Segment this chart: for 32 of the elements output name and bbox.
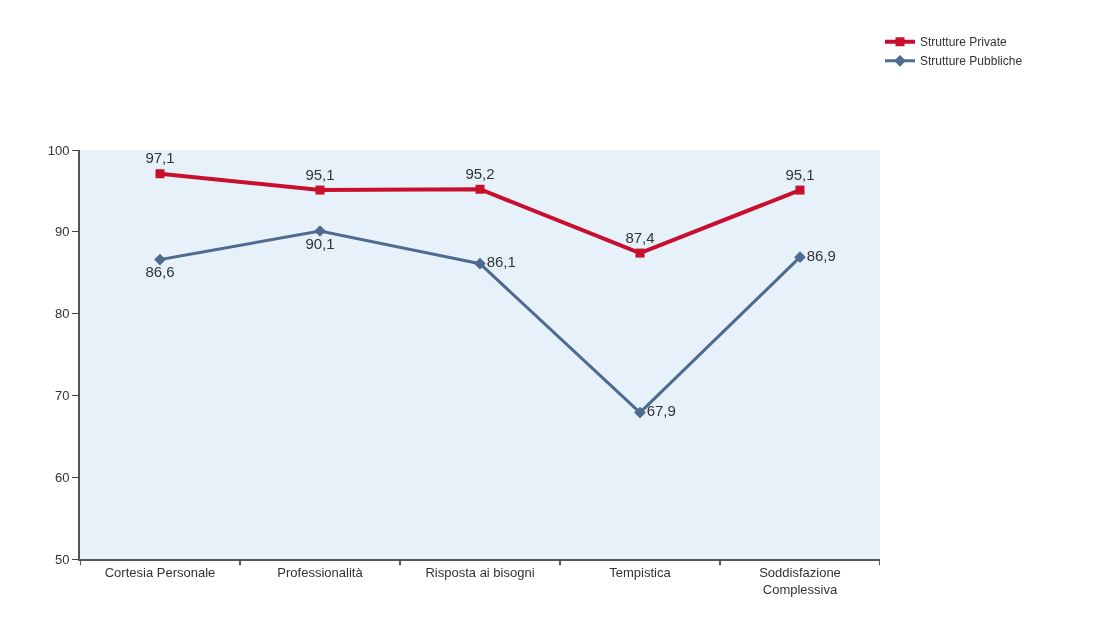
data-label: 95,2	[465, 164, 495, 182]
data-label: 86,6	[145, 263, 175, 281]
point	[634, 406, 646, 419]
y-tick-label: 60	[54, 469, 70, 485]
x-tick-label: Soddisfazione Complessiva	[759, 564, 841, 597]
point	[474, 257, 486, 270]
point	[794, 251, 806, 264]
y-tick-label: 80	[54, 306, 70, 322]
legend-label: Strutture Pubbliche	[920, 54, 1023, 69]
data-label: 86,1	[486, 253, 516, 271]
point	[154, 253, 166, 266]
x-tick-label: Cortesia Personale	[104, 564, 216, 580]
data-label: 90,1	[305, 234, 335, 252]
data-label: 97,1	[145, 149, 175, 167]
point	[795, 185, 805, 195]
data-label: 67,9	[646, 402, 676, 420]
y-tick-label: 90	[54, 224, 70, 240]
data-label: 95,1	[785, 165, 815, 183]
data-label: 86,9	[806, 246, 836, 264]
y-tick-label: 100	[47, 142, 70, 158]
x-tick-label: Risposta ai bisogni	[425, 564, 535, 580]
point	[155, 169, 165, 179]
y-tick-label: 70	[54, 387, 70, 403]
y-tick-label: 50	[54, 551, 70, 567]
data-label: 95,1	[305, 165, 335, 183]
x-tick-label: Tempistica	[609, 564, 672, 580]
legend-label: Strutture Private	[920, 35, 1008, 50]
point	[315, 185, 325, 195]
point	[635, 248, 645, 258]
data-label: 87,4	[625, 228, 655, 246]
x-tick-label: Professionalità	[277, 564, 364, 580]
point	[475, 184, 485, 194]
